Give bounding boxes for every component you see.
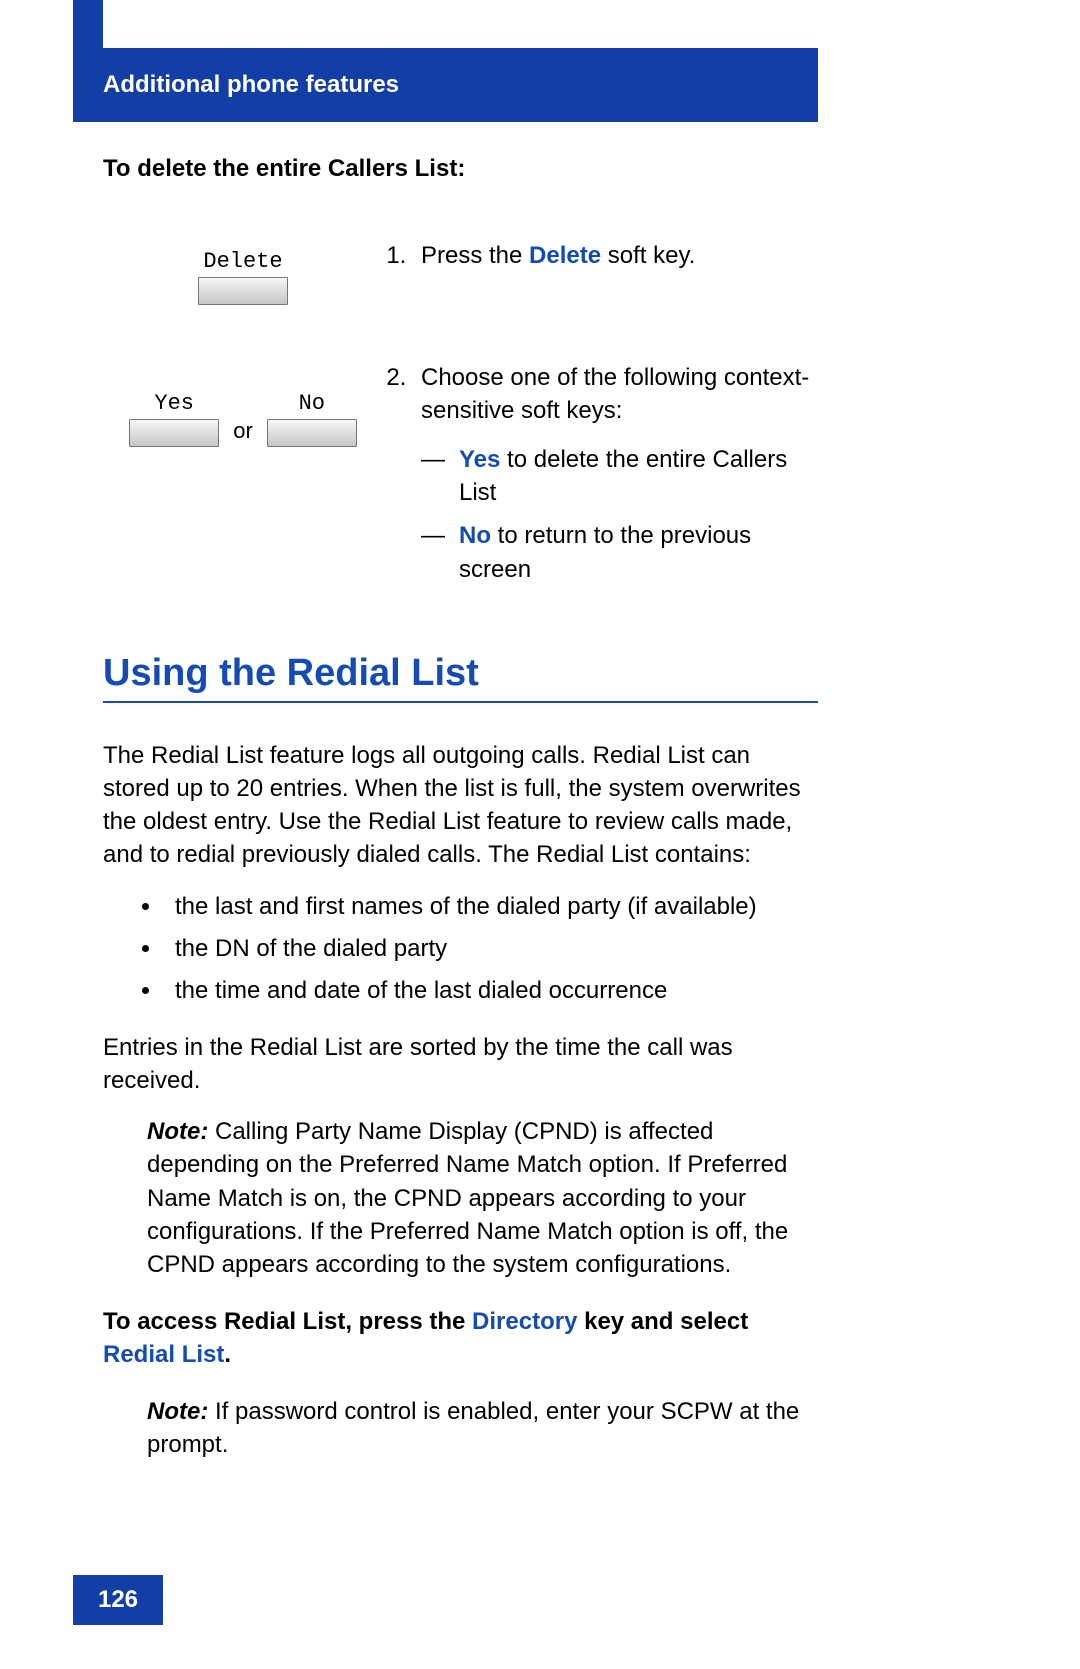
header-banner: Additional phone features [73, 48, 818, 122]
dash-no-body: No to return to the previous screen [459, 519, 818, 585]
access-pre: To access Redial List, press the [103, 1308, 472, 1335]
bullet-item: the time and date of the last dialed occ… [163, 973, 818, 1009]
side-stripe [73, 0, 103, 50]
section-heading: Using the Redial List [103, 652, 818, 695]
yes-softkey-button [129, 419, 219, 447]
delete-btn-label: Delete [203, 249, 282, 274]
dash2-rest: to return to the previous screen [459, 522, 751, 582]
step-1-item: Press the Delete soft key. [413, 239, 818, 272]
page-number-box: 126 [73, 1575, 163, 1625]
yes-btn-label: Yes [154, 391, 194, 416]
note-2: Note: If password control is enabled, en… [147, 1395, 818, 1461]
no-btn-label: No [299, 391, 325, 416]
step-2-row: Yes or No Choose one of the following co… [103, 361, 818, 596]
dash-glyph: — [421, 443, 445, 509]
page-number: 126 [98, 1586, 138, 1614]
access-kw1: Directory [472, 1308, 577, 1335]
dash2-kw: No [459, 522, 491, 549]
dash-line-yes: — Yes to delete the entire Callers List [421, 443, 818, 509]
step-2-item: Choose one of the following context-sens… [413, 361, 818, 586]
step-1-text: Press the Delete soft key. [383, 239, 818, 272]
para-1: The Redial List feature logs all outgoin… [103, 739, 818, 871]
dash-glyph: — [421, 519, 445, 585]
bullet-item: the last and first names of the dialed p… [163, 889, 818, 925]
step-2-visual: Yes or No [103, 361, 383, 447]
access-mid: key and select [577, 1308, 748, 1335]
step1-post: soft key. [601, 242, 695, 269]
note1-body: Calling Party Name Display (CPND) is aff… [147, 1118, 788, 1277]
or-text: or [233, 418, 253, 447]
heading-rule [103, 701, 818, 703]
bullet-item: the DN of the dialed party [163, 931, 818, 967]
note-1: Note: Calling Party Name Display (CPND) … [147, 1115, 818, 1281]
yes-softkey-group: Yes [129, 391, 219, 447]
bullet-list: the last and first names of the dialed p… [103, 889, 818, 1009]
step2-intro: Choose one of the following context-sens… [421, 364, 809, 424]
dash1-rest: to delete the entire Callers List [459, 446, 787, 506]
step-1-visual: Delete [103, 239, 383, 305]
note2-label: Note: [147, 1398, 208, 1425]
step-2-text: Choose one of the following context-sens… [383, 361, 818, 596]
access-kw2: Redial List [103, 1341, 224, 1368]
step-1-row: Delete Press the Delete soft key. [103, 239, 818, 305]
no-softkey-group: No [267, 391, 357, 447]
header-title: Additional phone features [103, 71, 399, 99]
note2-body: If password control is enabled, enter yo… [147, 1398, 799, 1458]
yes-no-btn-pair: Yes or No [129, 391, 357, 447]
step1-pre: Press the [421, 242, 529, 269]
step2-dash-list: — Yes to delete the entire Callers List … [421, 443, 818, 585]
page-content: To delete the entire Callers List: Delet… [103, 155, 818, 1485]
delete-softkey-group: Delete [198, 249, 288, 305]
access-line: To access Redial List, press the Directo… [103, 1305, 818, 1371]
note1-label: Note: [147, 1118, 208, 1145]
delete-softkey-button [198, 277, 288, 305]
dash-yes-body: Yes to delete the entire Callers List [459, 443, 818, 509]
no-softkey-button [267, 419, 357, 447]
para-2: Entries in the Redial List are sorted by… [103, 1031, 818, 1097]
subtitle: To delete the entire Callers List: [103, 155, 818, 183]
step1-kw: Delete [529, 242, 601, 269]
dash-line-no: — No to return to the previous screen [421, 519, 818, 585]
access-post: . [224, 1341, 231, 1368]
dash1-kw: Yes [459, 446, 500, 473]
